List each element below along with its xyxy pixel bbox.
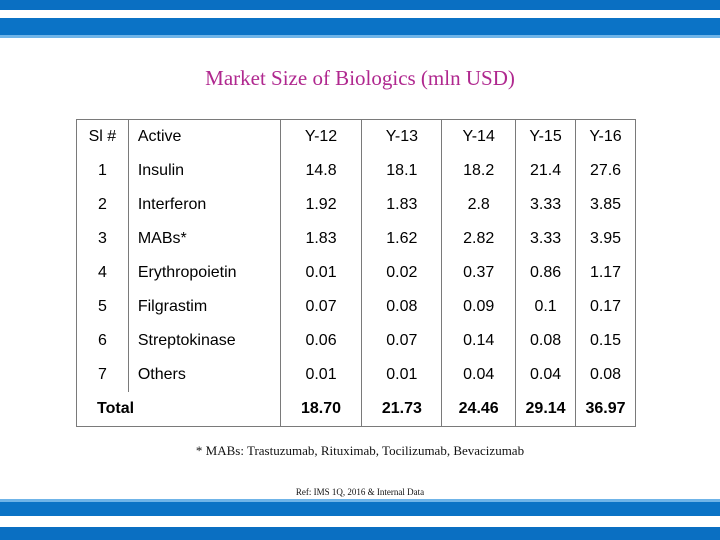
sl-cell: 6 [76,324,129,358]
total-value-cell: 36.97 [575,392,636,427]
value-cell: 14.8 [279,154,363,188]
value-cell: 0.09 [441,290,517,324]
value-cell: 18.1 [361,154,443,188]
mabs-footnote: * MABs: Trastuzumab, Rituximab, Tocilizu… [195,443,525,458]
total-value-cell: 29.14 [515,392,577,427]
table-row: 5 Filgrastim 0.07 0.08 0.09 0.1 0.17 [76,290,636,324]
header-cell-active: Active [127,119,281,154]
bottom-accent-bar [0,499,720,516]
market-size-table: Sl # Active Y-12 Y-13 Y-14 Y-15 Y-16 1 I… [76,119,636,427]
value-cell: 27.6 [575,154,636,188]
value-cell: 0.01 [279,256,363,290]
table-row: 1 Insulin 14.8 18.1 18.2 21.4 27.6 [76,154,636,188]
header-cell-y12: Y-12 [279,119,363,154]
table-total-row: Total 18.70 21.73 24.46 29.14 36.97 [76,392,636,427]
value-cell: 0.04 [441,358,517,392]
value-cell: 0.04 [515,358,577,392]
value-cell: 3.33 [515,222,577,256]
active-cell: Erythropoietin [127,256,281,290]
value-cell: 3.85 [575,188,636,222]
table-row: 2 Interferon 1.92 1.83 2.8 3.33 3.85 [76,188,636,222]
active-cell: Streptokinase [127,324,281,358]
value-cell: 1.62 [361,222,443,256]
active-cell: Insulin [127,154,281,188]
table-row: 7 Others 0.01 0.01 0.04 0.04 0.08 [76,358,636,392]
total-value-cell: 21.73 [361,392,443,427]
value-cell: 3.95 [575,222,636,256]
header-cell-y14: Y-14 [441,119,517,154]
table-row: 3 MABs* 1.83 1.62 2.82 3.33 3.95 [76,222,636,256]
value-cell: 1.83 [361,188,443,222]
value-cell: 0.06 [279,324,363,358]
sl-cell: 4 [76,256,129,290]
sl-cell: 3 [76,222,129,256]
value-cell: 18.2 [441,154,517,188]
header-cell-y15: Y-15 [515,119,577,154]
total-value-cell: 24.46 [441,392,517,427]
value-cell: 0.17 [575,290,636,324]
active-cell: Filgrastim [127,290,281,324]
value-cell: 1.17 [575,256,636,290]
active-cell: Others [127,358,281,392]
value-cell: 0.08 [575,358,636,392]
value-cell: 1.92 [279,188,363,222]
value-cell: 0.07 [361,324,443,358]
value-cell: 0.08 [515,324,577,358]
header-cell-sl: Sl # [76,119,129,154]
value-cell: 1.83 [279,222,363,256]
sl-cell: 7 [76,358,129,392]
top-banner-bar [0,0,720,10]
top-accent-bar [0,18,720,38]
value-cell: 3.33 [515,188,577,222]
header-cell-y13: Y-13 [361,119,443,154]
value-cell: 0.02 [361,256,443,290]
value-cell: 21.4 [515,154,577,188]
value-cell: 2.8 [441,188,517,222]
active-cell: Interferon [127,188,281,222]
value-cell: 0.15 [575,324,636,358]
slide-title: Market Size of Biologics (mln USD) [205,66,515,90]
value-cell: 2.82 [441,222,517,256]
bottom-banner-bar [0,527,720,540]
sl-cell: 5 [76,290,129,324]
value-cell: 0.37 [441,256,517,290]
table-row: 4 Erythropoietin 0.01 0.02 0.37 0.86 1.1… [76,256,636,290]
sl-cell: 1 [76,154,129,188]
value-cell: 0.01 [361,358,443,392]
total-label: Total [76,392,281,427]
sl-cell: 2 [76,188,129,222]
value-cell: 0.01 [279,358,363,392]
value-cell: 0.1 [515,290,577,324]
table-header-row: Sl # Active Y-12 Y-13 Y-14 Y-15 Y-16 [76,119,636,154]
header-cell-y16: Y-16 [575,119,636,154]
value-cell: 0.08 [361,290,443,324]
reference-note: Ref: IMS 1Q, 2016 & Internal Data [295,487,425,497]
value-cell: 0.14 [441,324,517,358]
table-row: 6 Streptokinase 0.06 0.07 0.14 0.08 0.15 [76,324,636,358]
value-cell: 0.07 [279,290,363,324]
total-value-cell: 18.70 [279,392,363,427]
value-cell: 0.86 [515,256,577,290]
active-cell: MABs* [127,222,281,256]
